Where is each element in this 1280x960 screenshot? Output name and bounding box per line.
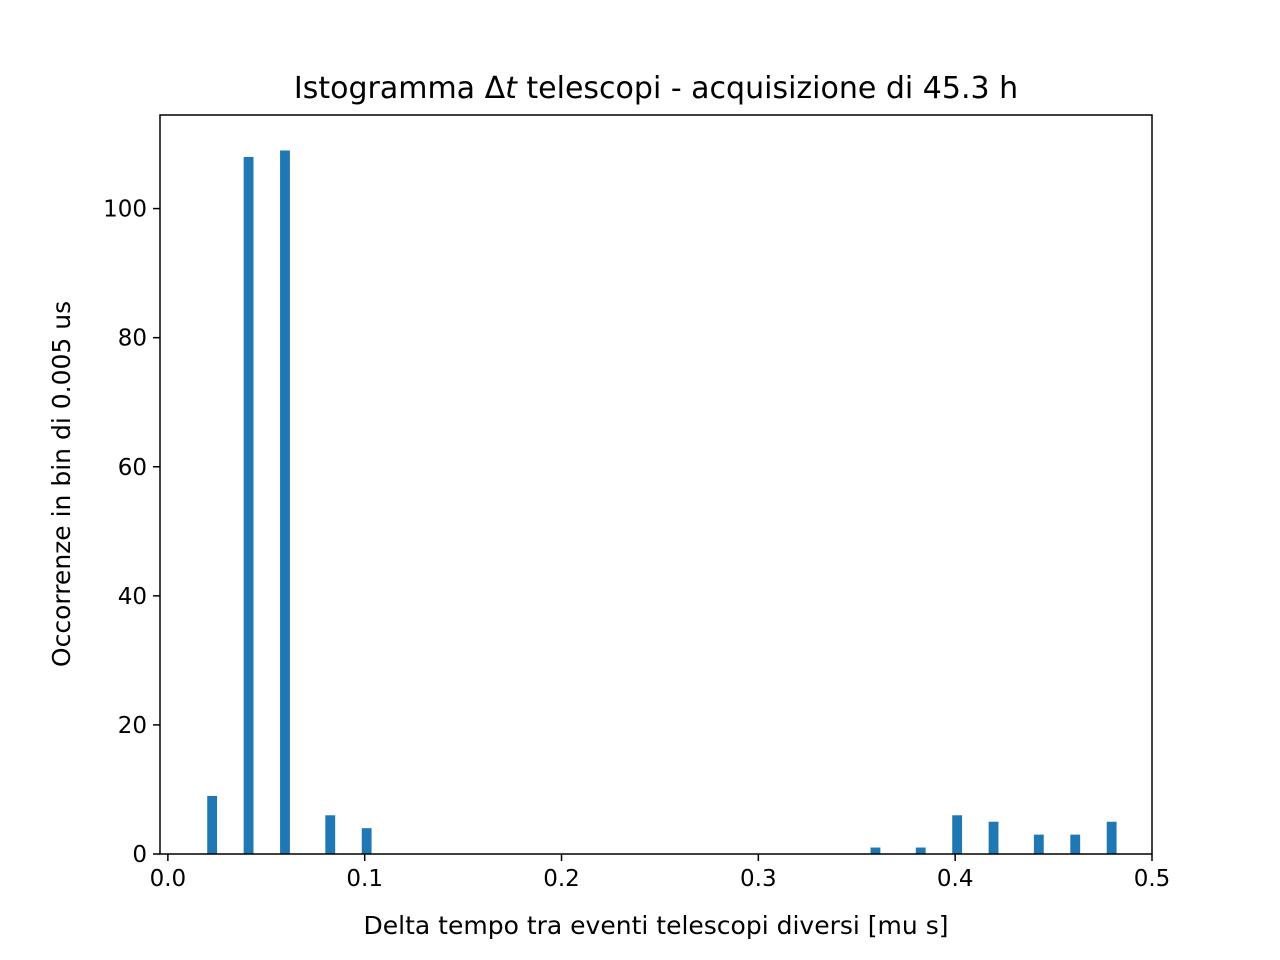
y-tick-label: 60 <box>118 455 147 481</box>
x-tick-label: 0.4 <box>937 866 974 892</box>
histogram-bar <box>1070 834 1081 854</box>
bars-group <box>207 150 1117 855</box>
histogram-bar <box>1033 834 1044 854</box>
x-tick-label: 0.5 <box>1134 866 1171 892</box>
chart-title: Istogramma Δt telescopi - acquisizione d… <box>294 71 1018 106</box>
x-tick-label: 0.1 <box>346 866 383 892</box>
y-tick-label: 100 <box>103 197 147 223</box>
x-axis-ticks: 0.0 0.1 0.2 0.3 0.4 0.5 <box>150 854 1171 892</box>
x-axis-label: Delta tempo tra eventi telescopi diversi… <box>364 911 949 940</box>
histogram-bar <box>361 828 372 854</box>
histogram-bar <box>915 847 926 854</box>
y-tick-label: 40 <box>118 584 147 610</box>
histogram-bar <box>325 815 336 854</box>
plot-frame <box>159 114 1153 855</box>
histogram-bar <box>243 156 254 854</box>
histogram-bar <box>988 821 999 854</box>
y-tick-label: 20 <box>118 713 147 739</box>
x-tick-label: 0.2 <box>543 866 580 892</box>
y-axis-label: Occorrenze in bin di 0.005 us <box>47 301 76 667</box>
x-tick-label: 0.3 <box>740 866 777 892</box>
x-tick-label: 0.0 <box>150 866 187 892</box>
y-tick-label: 0 <box>132 842 147 868</box>
histogram-bar <box>952 815 963 854</box>
histogram-bar <box>280 150 290 855</box>
histogram-bar <box>207 795 218 854</box>
histogram-bar <box>1106 821 1117 854</box>
histogram-bar <box>870 847 881 854</box>
y-axis-ticks: 0 20 40 60 80 100 <box>103 197 160 868</box>
y-tick-label: 80 <box>118 326 147 352</box>
